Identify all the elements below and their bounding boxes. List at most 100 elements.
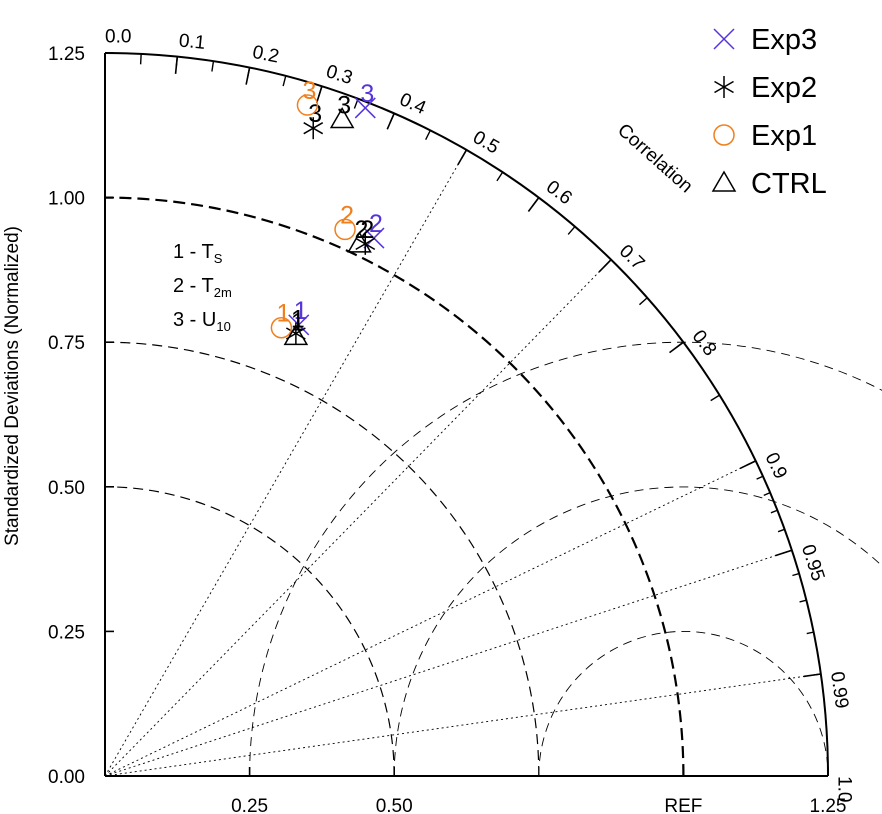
sd-arc-0.5: [104, 486, 395, 777]
point-label-ctrl-2: 2: [355, 216, 369, 244]
corr-major-tick: [775, 549, 793, 557]
variable-subscript: S: [214, 251, 223, 266]
point-exp1-1: [270, 316, 293, 339]
corr-major-tick: [527, 197, 540, 212]
variable-subscript: 10: [216, 319, 230, 334]
legend: Exp3 Exp2 Exp1 CTRL: [711, 24, 827, 200]
corr-minor-tick: [211, 61, 215, 72]
corr-minor-tick: [806, 631, 814, 635]
corr-tick-label: 1.0: [833, 776, 854, 802]
y-tick-label: 0.25: [48, 622, 85, 643]
corr-major-tick: [315, 86, 323, 104]
corr-major-tick: [245, 67, 251, 85]
corr-tick-label: 0.1: [178, 30, 206, 54]
marker-stroke: [711, 170, 737, 192]
corr-ray-0.7: [104, 259, 612, 777]
point-ctrl-3: [329, 107, 355, 129]
corr-ray-0.99: [104, 673, 821, 777]
point-ctrl-1: [283, 323, 309, 346]
correlation-arc-label: Correlation: [613, 120, 696, 197]
corr-tick-label: 0.4: [396, 89, 429, 119]
point-label-exp1-2: 2: [340, 201, 354, 229]
x-tick-label: 1.25: [810, 796, 847, 814]
marker-stroke: [713, 28, 735, 50]
y-tick-label: 0.50: [48, 478, 85, 499]
y-tick-label: 0.00: [48, 767, 85, 788]
corr-major-tick: [669, 341, 684, 354]
corr-tick-label: 0.95: [797, 542, 828, 584]
point-exp3-3: [354, 97, 376, 119]
legend-label-exp2: Exp2: [751, 72, 817, 104]
corr-minor-tick: [756, 475, 764, 480]
corr-minor-tick: [799, 599, 807, 603]
corr-minor-tick: [282, 75, 287, 87]
point-label-exp3-1: 1: [294, 297, 308, 325]
point-label-exp2-3: 3: [308, 100, 322, 128]
corr-minor-tick: [139, 53, 142, 65]
sd-arc-1: [104, 196, 685, 777]
point-label-exp1-3: 3: [302, 77, 316, 105]
corr-tick-label: 0.2: [251, 42, 281, 68]
point-label-exp3-2: 2: [369, 210, 383, 238]
grid-layer: [104, 149, 882, 777]
point-label-exp1-1: 1: [276, 300, 290, 328]
legend-marker-exp2: [714, 76, 734, 98]
corr-major-tick: [386, 113, 395, 130]
y-axis-label: Standardized Deviations (Normalized): [2, 226, 23, 546]
marker-stroke: [713, 124, 735, 146]
variable-legend-item-3: 3 - U10: [173, 309, 231, 334]
variable-id: 2 - T: [173, 275, 214, 297]
corr-ray-0.5: [104, 149, 467, 777]
marker-stroke: [329, 107, 355, 129]
marker-stroke: [296, 94, 319, 116]
variable-id: 1 - T: [173, 241, 214, 263]
corr-minor-tick: [638, 297, 648, 306]
ref-arc-0.5: [393, 486, 882, 777]
frame-layer: [104, 52, 829, 777]
marker-stroke: [270, 316, 293, 339]
ref-arc-0.75: [249, 341, 882, 777]
x-tick-label: 0.25: [231, 796, 268, 814]
point-label-exp3-3: 3: [360, 80, 374, 108]
y-tick-label: 1.25: [48, 44, 85, 65]
point-label-ctrl-1: 1: [291, 308, 305, 336]
corr-minor-tick: [770, 509, 778, 514]
marker-stroke: [283, 323, 309, 346]
legend-marker-ctrl: [711, 170, 737, 192]
corr-minor-tick: [710, 394, 720, 402]
corr-major-tick: [598, 259, 612, 273]
corr-major-tick: [739, 460, 757, 470]
corr-tick-label: 0.3: [324, 61, 356, 89]
x-tick-label: REF: [664, 796, 702, 814]
corr-major-tick: [803, 673, 821, 678]
marker-stroke: [347, 231, 372, 253]
corr-minor-tick: [777, 528, 785, 533]
legend-label-ctrl: CTRL: [751, 168, 827, 200]
legend-label-exp3: Exp3: [751, 24, 817, 56]
x-tick-label: 0.50: [376, 796, 413, 814]
marker-stroke: [303, 122, 324, 135]
point-exp1-3: [296, 94, 319, 116]
corr-minor-tick: [496, 171, 504, 182]
point-ctrl-2: [347, 231, 372, 253]
point-label-ctrl-3: 3: [337, 92, 351, 120]
legend-label-exp1: Exp1: [751, 120, 817, 152]
corr-tick-label: 0.0: [105, 27, 131, 48]
variable-legend-item-1: 1 - TS: [173, 241, 223, 266]
marker-stroke: [334, 218, 356, 241]
marker-stroke: [714, 80, 734, 94]
corr-ray-0.95: [104, 549, 792, 777]
point-exp1-2: [334, 218, 356, 241]
variable-id: 3 - U: [173, 309, 216, 331]
corr-minor-tick: [792, 572, 800, 577]
corr-major-tick: [457, 149, 468, 166]
variable-subscript: 2m: [214, 285, 232, 300]
point-exp2-3: [303, 117, 324, 140]
corr-ray-0.9: [104, 460, 756, 777]
legend-marker-exp1: [713, 124, 735, 146]
corr-minor-tick: [567, 226, 576, 235]
